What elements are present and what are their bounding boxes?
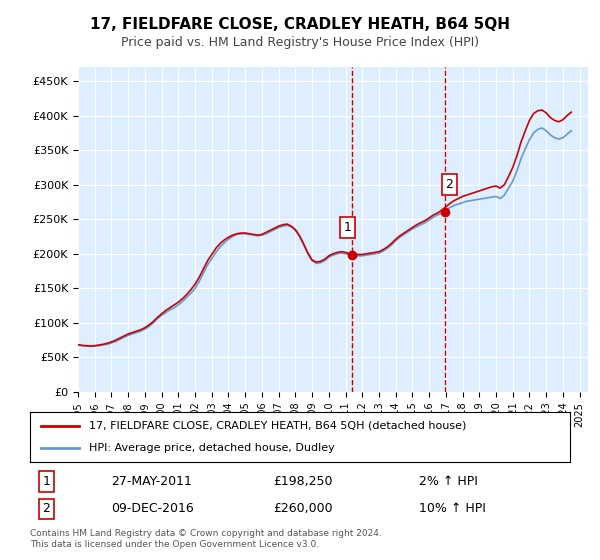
Text: 2: 2 bbox=[42, 502, 50, 515]
Text: 2: 2 bbox=[446, 178, 454, 191]
Text: HPI: Average price, detached house, Dudley: HPI: Average price, detached house, Dudl… bbox=[89, 443, 335, 453]
Text: 10% ↑ HPI: 10% ↑ HPI bbox=[419, 502, 485, 515]
Text: 09-DEC-2016: 09-DEC-2016 bbox=[111, 502, 194, 515]
Text: 17, FIELDFARE CLOSE, CRADLEY HEATH, B64 5QH (detached house): 17, FIELDFARE CLOSE, CRADLEY HEATH, B64 … bbox=[89, 421, 467, 431]
Text: 17, FIELDFARE CLOSE, CRADLEY HEATH, B64 5QH: 17, FIELDFARE CLOSE, CRADLEY HEATH, B64 … bbox=[90, 17, 510, 32]
Text: 27-MAY-2011: 27-MAY-2011 bbox=[111, 475, 192, 488]
Text: Contains HM Land Registry data © Crown copyright and database right 2024.
This d: Contains HM Land Registry data © Crown c… bbox=[30, 529, 382, 549]
Text: 1: 1 bbox=[343, 221, 351, 234]
Text: 1: 1 bbox=[42, 475, 50, 488]
Text: Price paid vs. HM Land Registry's House Price Index (HPI): Price paid vs. HM Land Registry's House … bbox=[121, 36, 479, 49]
Text: £198,250: £198,250 bbox=[273, 475, 332, 488]
Text: £260,000: £260,000 bbox=[273, 502, 332, 515]
Text: 2% ↑ HPI: 2% ↑ HPI bbox=[419, 475, 478, 488]
